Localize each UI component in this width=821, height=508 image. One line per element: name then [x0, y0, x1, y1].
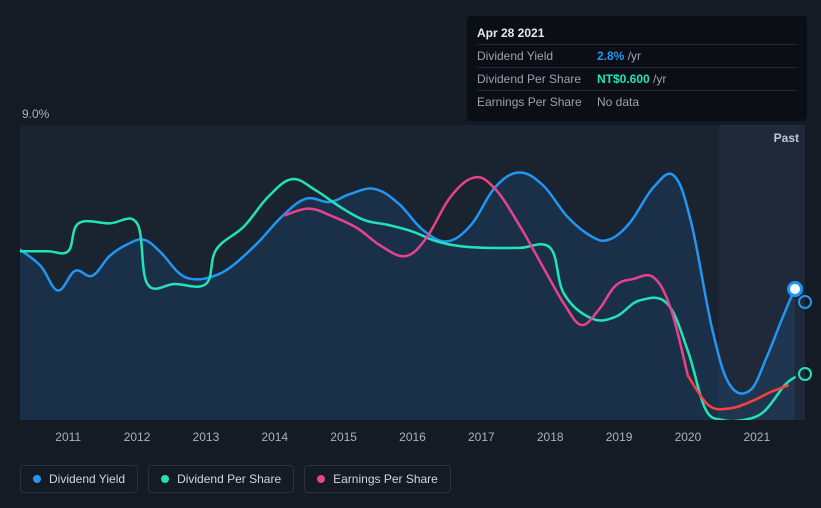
tooltip-row: Dividend Yield2.8% /yr: [477, 45, 797, 68]
legend-label: Dividend Yield: [49, 472, 125, 486]
tooltip-value: 2.8% /yr: [597, 49, 641, 63]
x-axis-tick: 2012: [124, 430, 151, 444]
chart-plot-area[interactable]: Past: [20, 125, 805, 420]
legend-item[interactable]: Dividend Per Share: [148, 465, 294, 493]
hover-tooltip: Apr 28 2021 Dividend Yield2.8% /yrDivide…: [467, 16, 807, 121]
hover-point-marker: [790, 284, 800, 294]
legend-dot-icon: [317, 475, 325, 483]
legend-item[interactable]: Dividend Yield: [20, 465, 138, 493]
x-axis-tick: 2020: [675, 430, 702, 444]
x-axis-tick: 2015: [330, 430, 357, 444]
tooltip-key: Dividend Yield: [477, 49, 597, 63]
future-open-marker: [798, 295, 812, 309]
x-axis-tick: 2016: [399, 430, 426, 444]
x-axis-tick: 2014: [261, 430, 288, 444]
tooltip-key: Dividend Per Share: [477, 72, 597, 86]
x-axis: 2011 2012 2013 2014 2015 2016 2017 2018 2019 2020…: [20, 430, 805, 446]
chart-svg: [20, 125, 805, 420]
tooltip-row: Dividend Per ShareNT$0.600 /yr: [477, 68, 797, 91]
x-axis-tick: 2018: [537, 430, 564, 444]
y-axis-label-max: 9.0%: [22, 107, 49, 121]
future-open-marker: [798, 367, 812, 381]
legend-dot-icon: [33, 475, 41, 483]
x-axis-tick: 2013: [193, 430, 220, 444]
legend: Dividend Yield Dividend Per Share Earnings…: [20, 465, 451, 493]
tooltip-key: Earnings Per Share: [477, 95, 597, 109]
x-axis-tick: 2017: [468, 430, 495, 444]
legend-item[interactable]: Earnings Per Share: [304, 465, 451, 493]
tooltip-value: No data: [597, 95, 639, 109]
legend-label: Earnings Per Share: [333, 472, 438, 486]
legend-dot-icon: [161, 475, 169, 483]
tooltip-value: NT$0.600 /yr: [597, 72, 666, 86]
series-area-dividend-yield: [20, 173, 795, 420]
legend-label: Dividend Per Share: [177, 472, 281, 486]
tooltip-date: Apr 28 2021: [477, 22, 797, 45]
x-axis-tick: 2021: [743, 430, 770, 444]
x-axis-tick: 2011: [55, 430, 81, 444]
x-axis-tick: 2019: [606, 430, 633, 444]
tooltip-row: Earnings Per ShareNo data: [477, 91, 797, 113]
